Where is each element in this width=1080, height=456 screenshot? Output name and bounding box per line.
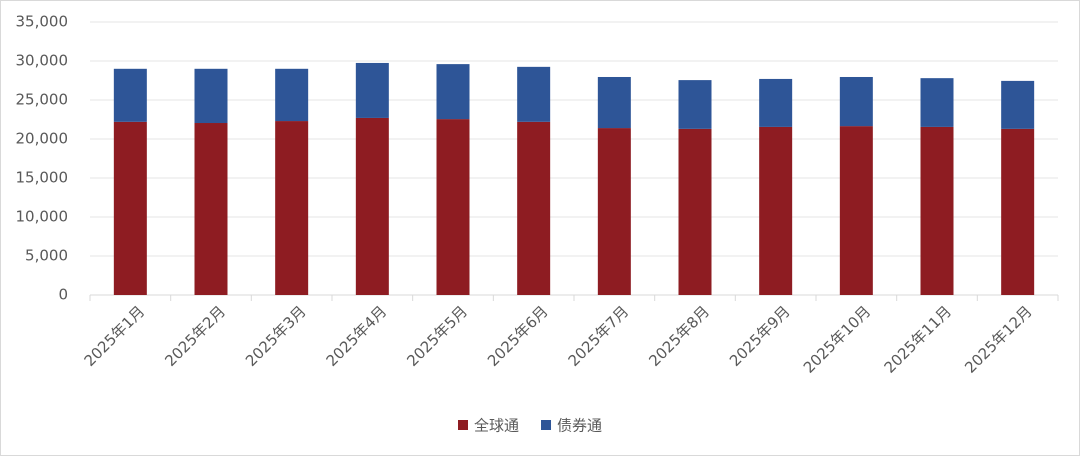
bar-segment [678,80,712,129]
legend-label: 债券通 [557,417,602,435]
bar-segment [436,64,470,120]
y-tick-label: 35,000 [16,13,69,31]
bar-segment [920,126,954,295]
bar-segment [355,62,389,118]
y-tick-label: 0 [58,286,68,304]
bar-segment [436,119,470,295]
bar-segment [597,128,631,295]
bar-segment [839,126,873,295]
legend-swatch [458,420,468,430]
bar-segment [1001,128,1035,295]
bar-segment [113,68,147,122]
y-tick-label: 20,000 [16,130,69,148]
y-tick-label: 30,000 [16,52,69,70]
bar-segment [678,128,712,295]
bar-segment [517,121,551,295]
bar-segment [275,68,309,122]
y-tick-label: 15,000 [16,169,69,187]
bar-segment [1001,80,1035,129]
y-tick-label: 5,000 [25,247,68,265]
y-tick-label: 10,000 [16,208,69,226]
legend-swatch [541,420,552,430]
bar-segment [355,117,389,295]
y-tick-label: 25,000 [16,91,69,109]
bar-segment [597,76,631,129]
bar-segment [839,76,873,127]
bar-segment [517,66,551,122]
bar-segment [113,121,147,295]
bar-segment [759,126,793,295]
bar-segment [920,78,954,127]
bar-segment [275,121,309,295]
bar-segment [194,68,228,124]
legend-label: 全球通 [474,417,519,435]
bar-segment [194,123,228,295]
bar-segment [759,78,793,127]
